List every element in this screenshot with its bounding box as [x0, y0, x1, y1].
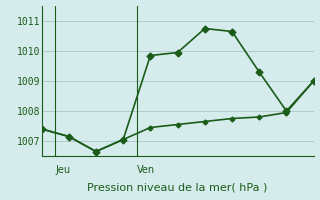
Text: Pression niveau de la mer( hPa ): Pression niveau de la mer( hPa ): [87, 183, 268, 193]
Text: Ven: Ven: [137, 165, 155, 175]
Text: Jeu: Jeu: [55, 165, 70, 175]
